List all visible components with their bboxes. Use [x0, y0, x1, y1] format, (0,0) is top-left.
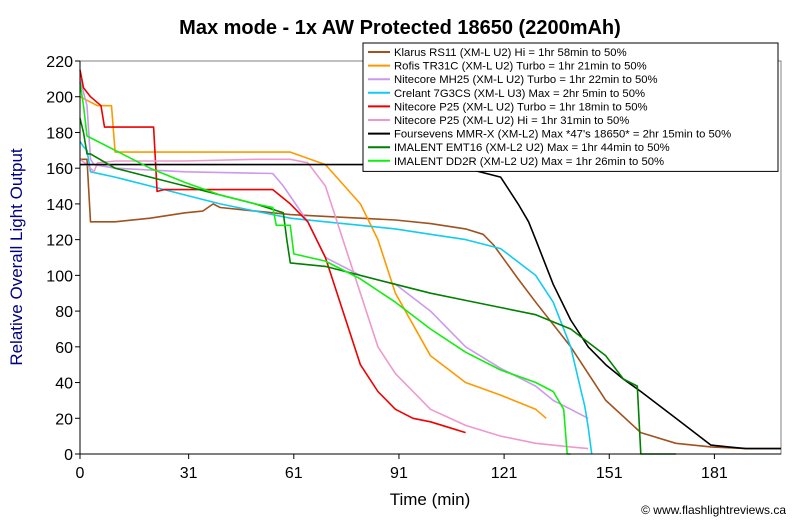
y-tick-label: 220	[46, 54, 73, 71]
x-tick-label: 181	[701, 465, 728, 482]
legend: Klarus RS11 (XM-L U2) Hi = 1hr 58min to …	[362, 42, 779, 172]
y-tick-label: 40	[55, 376, 73, 393]
x-tick-label: 61	[285, 465, 303, 482]
x-tick-label: 0	[76, 465, 85, 482]
legend-label: Nitecore MH25 (XM-L U2) Turbo = 1hr 22mi…	[394, 74, 658, 86]
legend-label: Nitecore P25 (XM-L U2) Hi = 1hr 31min to…	[394, 115, 629, 127]
series-line-1	[80, 158, 781, 450]
plot-lines	[79, 69, 781, 455]
y-tick-label: 0	[64, 447, 73, 464]
series-line-9	[79, 82, 571, 455]
y-tick-label: 60	[55, 340, 73, 357]
x-axis-label: Time (min)	[390, 490, 471, 509]
axes: 0 20 40 60 80 100 120 140 160 180 200 220 0 31 61 91 121…	[46, 54, 781, 482]
legend-label: Nitecore P25 (XM-L U2) Turbo = 1hr 18min…	[394, 101, 648, 113]
chart-title: Max mode - 1x AW Protected 18650 (2200mA…	[179, 17, 621, 39]
x-tick-label: 31	[180, 465, 198, 482]
legend-label: Crelant 7G3CS (XM-L U3) Max = 2hr 5min t…	[394, 88, 645, 100]
legend-box	[362, 42, 779, 172]
legend-label: Rofis TR31C (XM-L U2) Turbo = 1hr 21min …	[394, 61, 647, 73]
x-tick-label: 121	[491, 465, 518, 482]
y-axis-label: Relative Overall Light Output	[7, 148, 26, 366]
y-tick-label: 140	[46, 197, 73, 214]
legend-label: Foursevens MMR-X (XM-L2) Max *47's 18650…	[394, 129, 731, 141]
y-tick-label: 120	[46, 233, 73, 250]
y-tick-label: 200	[46, 90, 73, 107]
y-tick-label: 80	[55, 304, 73, 321]
credit-text: © www.flashlightreviews.ca	[641, 503, 786, 517]
x-tick-label: 91	[390, 465, 408, 482]
y-tick-label: 160	[46, 161, 73, 178]
legend-label: IMALENT EMT16 (XM-L2 U2) Max = 1hr 44min…	[394, 142, 670, 154]
y-tick-label: 20	[55, 411, 73, 428]
series-line-5	[79, 69, 466, 434]
legend-label: IMALENT DD2R (XM-L2 U2) Max = 1hr 26min …	[394, 156, 664, 168]
y-tick-label: 180	[46, 125, 73, 142]
series-line-7	[80, 163, 781, 450]
series-line-4	[79, 140, 593, 455]
y-tick-label: 100	[46, 268, 73, 285]
x-tick-label: 151	[596, 465, 623, 482]
series-line-8	[79, 118, 676, 455]
legend-label: Klarus RS11 (XM-L U2) Hi = 1hr 58min to …	[394, 47, 627, 59]
